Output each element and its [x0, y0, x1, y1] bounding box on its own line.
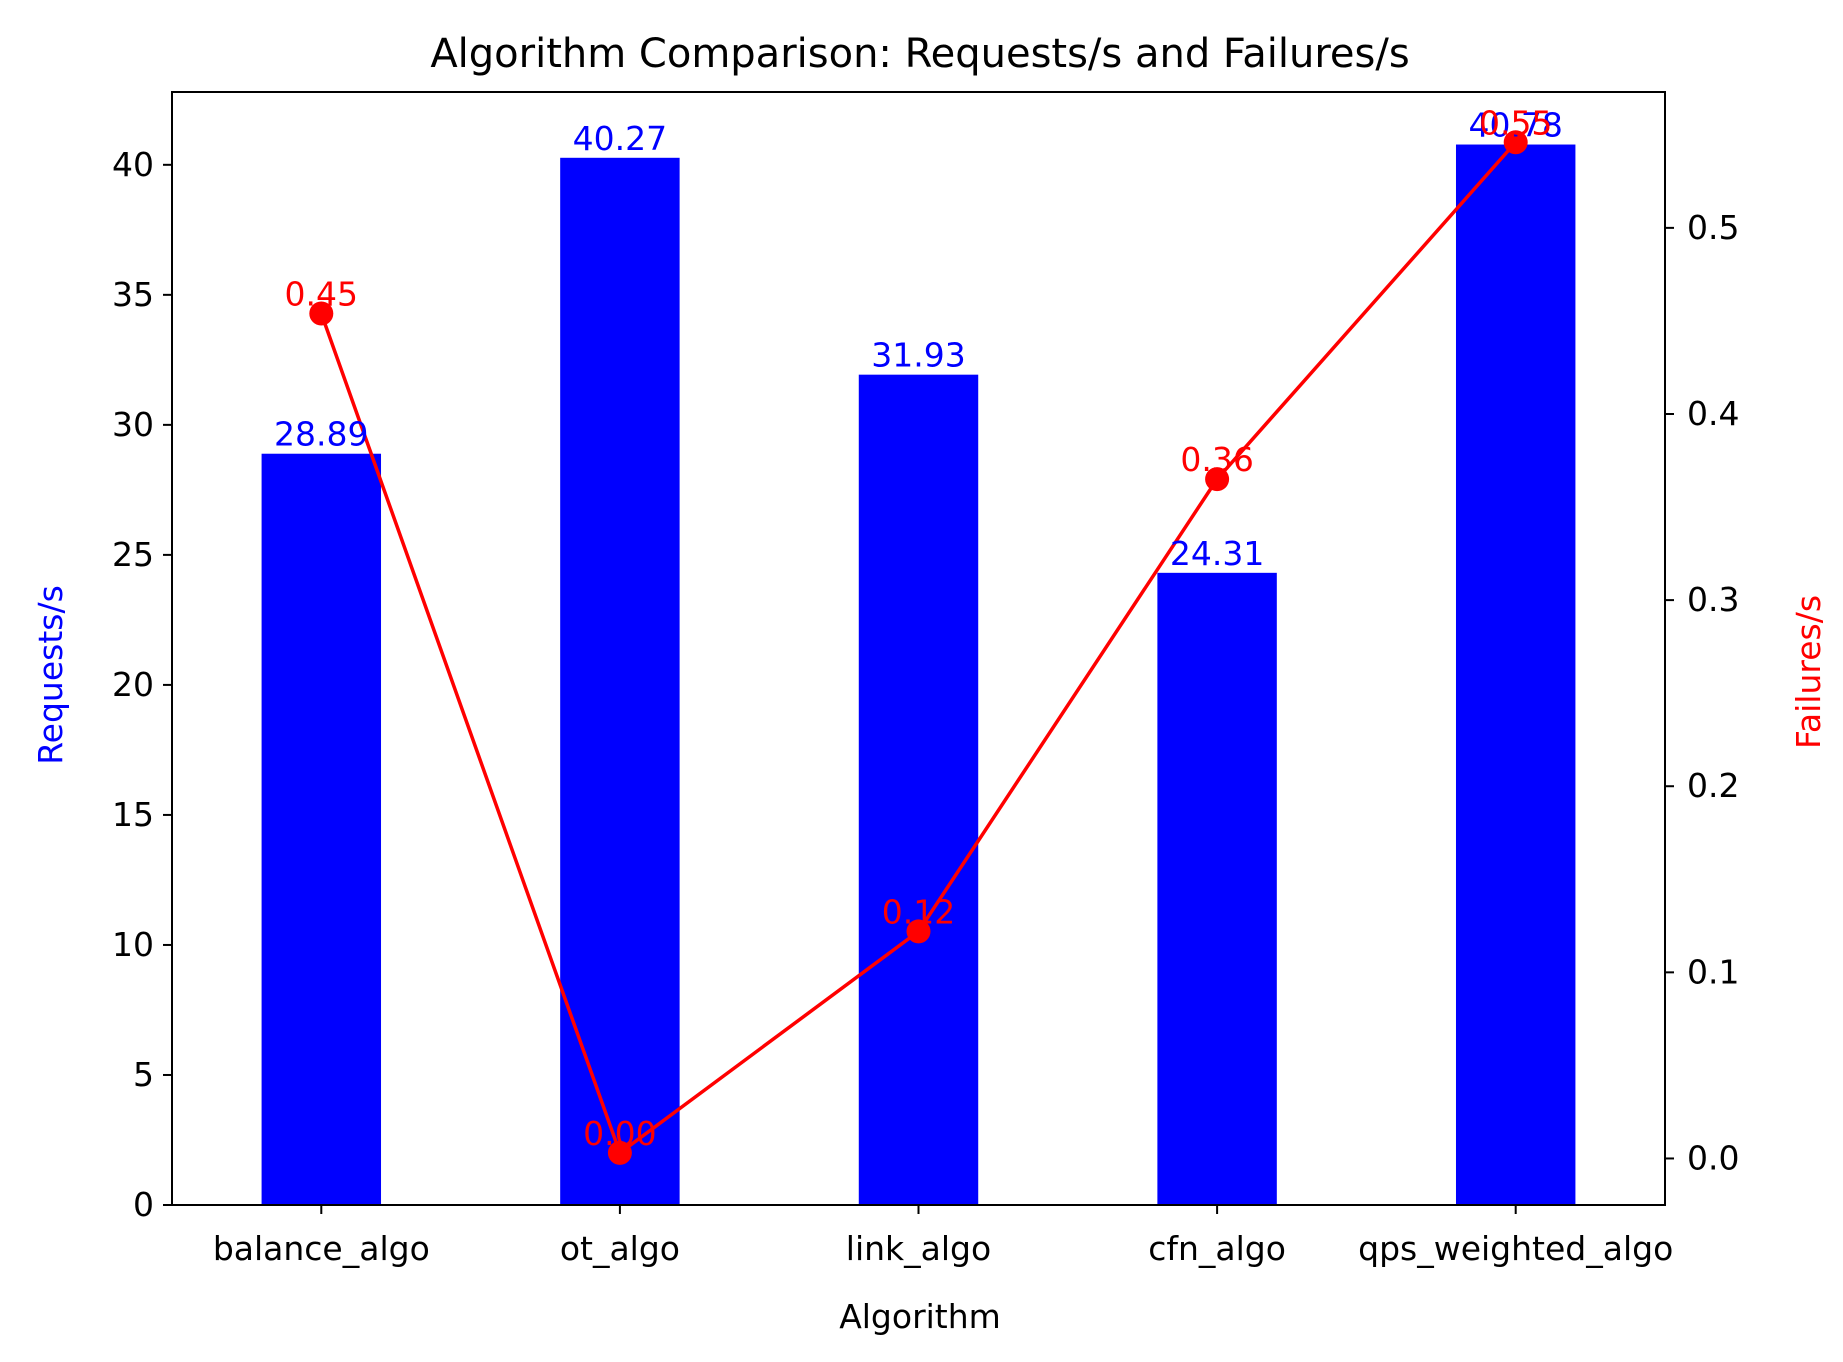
x-tick-label: cfn_algo — [1148, 1229, 1286, 1268]
bar-balance_algo — [261, 453, 382, 1206]
failure-value-label: 0.36 — [1180, 440, 1253, 479]
failure-point-balance_algo — [309, 301, 334, 326]
y-tick-label: 20 — [112, 665, 154, 704]
y-tick-label: 30 — [112, 405, 154, 444]
failure-point-ot_algo — [607, 1140, 632, 1165]
y-tick-label: 0 — [133, 1185, 154, 1224]
y2-tick-label: 0.4 — [1687, 394, 1739, 433]
y2-tick-label: 0.3 — [1687, 580, 1739, 619]
bar-value-label: 28.89 — [274, 415, 368, 454]
y-tick-label: 35 — [112, 275, 154, 314]
bar-qps_weighted_algo — [1455, 144, 1576, 1206]
failures-line-layer — [309, 130, 1528, 1165]
y2-tick-label: 0.1 — [1687, 952, 1739, 991]
failure-value-label: 0.55 — [1479, 103, 1552, 142]
x-tick-label: link_algo — [846, 1229, 991, 1268]
y-tick-label: 25 — [112, 535, 154, 574]
chart-title: Algorithm Comparison: Requests/s and Fai… — [430, 31, 1409, 77]
y2-tick-label: 0.5 — [1687, 208, 1739, 247]
x-axis-title: Algorithm — [839, 1297, 1001, 1336]
bars-layer — [261, 144, 1576, 1206]
x-tick-label: qps_weighted_algo — [1358, 1229, 1673, 1268]
x-tick-label: ot_algo — [560, 1229, 680, 1268]
y-axis-title-right: Failures/s — [1789, 595, 1828, 749]
bar-link_algo — [858, 374, 979, 1206]
failure-point-qps_weighted_algo — [1503, 130, 1528, 155]
y-tick-label: 40 — [112, 145, 154, 184]
y2-tick-label: 0.0 — [1687, 1138, 1739, 1177]
y-axis-title-left: Requests/s — [31, 585, 70, 765]
bar-value-label: 24.31 — [1170, 534, 1264, 573]
y-tick-label: 5 — [133, 1055, 154, 1094]
failure-value-label: 0.12 — [882, 892, 955, 931]
failure-point-cfn_algo — [1205, 467, 1230, 492]
bar-value-label: 31.93 — [871, 336, 965, 375]
failure-point-link_algo — [906, 919, 931, 944]
y2-tick-label: 0.2 — [1687, 766, 1739, 805]
axes-layer: 0 5 10 15 20 25 30 35 40 0.0 0.1 0.2 0.3 0.4 0.5 balanc… — [112, 91, 1739, 1268]
failure-value-label: 0.45 — [285, 274, 358, 313]
y-tick-label: 10 — [112, 925, 154, 964]
bar-value-label: 40.27 — [573, 119, 667, 158]
bar-value-label: 40.78 — [1468, 106, 1562, 145]
y-tick-label: 15 — [112, 795, 154, 834]
failure-value-label: 0.00 — [583, 1114, 656, 1153]
data-labels-layer: 28.89 40.27 31.93 24.31 40.78 0.45 0.00 0.12 0.3… — [274, 103, 1563, 1153]
x-tick-label: balance_algo — [213, 1229, 430, 1268]
bar-ot_algo — [560, 157, 680, 1205]
bar-cfn_algo — [1157, 572, 1277, 1205]
